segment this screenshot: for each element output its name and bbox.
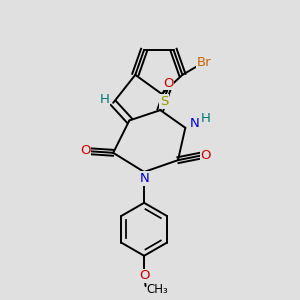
Text: CH₃: CH₃: [146, 283, 168, 296]
Text: O: O: [139, 269, 149, 282]
Text: O: O: [163, 76, 173, 90]
Text: O: O: [80, 144, 91, 157]
Text: O: O: [201, 149, 211, 162]
Text: H: H: [99, 93, 109, 106]
Text: N: N: [140, 172, 150, 185]
Text: N: N: [189, 117, 199, 130]
Text: H: H: [201, 112, 211, 125]
Text: Br: Br: [196, 56, 211, 69]
Text: S: S: [160, 95, 168, 108]
